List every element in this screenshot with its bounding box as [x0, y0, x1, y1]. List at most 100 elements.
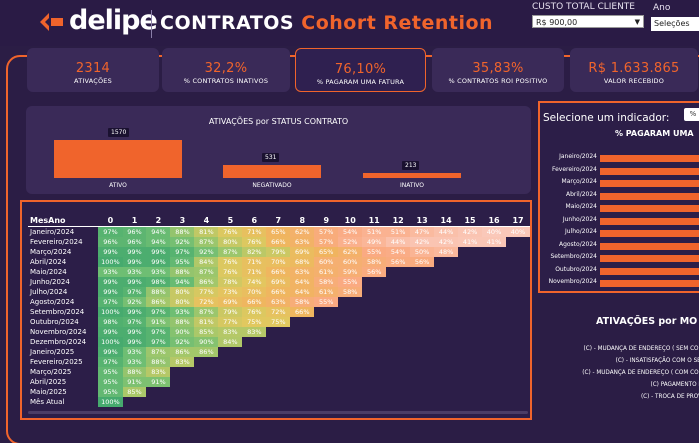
status-bar-inativo[interactable] [363, 173, 461, 178]
custo-filter-select[interactable]: R$ 900,00 ▼ [532, 15, 644, 28]
indicator-row-bar[interactable] [600, 230, 699, 237]
indicator-row-bar[interactable] [600, 180, 699, 187]
cohort-cell: 97% [170, 247, 195, 257]
cohort-cell: 40% [506, 226, 530, 237]
cohort-row-label: Julho/2024 [30, 288, 68, 296]
indicator-row-bar[interactable] [600, 267, 699, 275]
cohort-cell: 50% [410, 247, 435, 257]
cohort-row-label: Dezembro/2024 [30, 338, 87, 346]
cohort-cell: 92% [170, 337, 195, 347]
cohort-row-label: Novembro/2024 [30, 328, 87, 336]
cohort-header-month[interactable]: 7 [275, 215, 282, 225]
cohort-cell: 79% [266, 247, 291, 257]
cohort-cell [482, 397, 506, 407]
cohort-cell [410, 347, 434, 357]
cohort-cell [482, 287, 506, 297]
cohort-header-month[interactable]: 17 [512, 215, 524, 225]
cohort-cell [410, 377, 434, 387]
cohort-cell: 100% [98, 257, 123, 267]
cohort-cell: 55% [362, 247, 387, 257]
table-row: Novembro/2024 99% 99% 97% 90% 85% 83% 83% [28, 327, 530, 337]
cohort-header-month[interactable]: 12 [392, 215, 404, 225]
indicator-row-label: Janeiro/2024 [559, 153, 597, 160]
table-row: Julho/2024 99% 97% 88% 80% 77% 73% 70% 66% 64% 61%… [28, 287, 530, 297]
cohort-header-month[interactable]: 2 [155, 215, 162, 225]
cohort-cell [410, 287, 434, 297]
indicator-row-bar[interactable] [600, 167, 699, 175]
cohort-cell [386, 377, 410, 387]
cohort-cell: 69% [266, 277, 291, 287]
cohort-header-month[interactable]: 0 [107, 215, 114, 225]
cohort-cell [194, 367, 218, 377]
cohort-cell [314, 317, 338, 327]
horizontal-scrollbar[interactable] [28, 411, 528, 414]
indicator-row-label: Novembro/2024 [548, 278, 597, 285]
cohort-cell: 65% [266, 226, 291, 237]
cohort-cell: 76% [218, 267, 243, 277]
cohort-header-month[interactable]: 16 [488, 215, 500, 225]
status-bar-category-label: ATIVO [109, 182, 127, 189]
cohort-header-month[interactable]: 4 [203, 215, 210, 225]
cohort-cell: 73% [218, 287, 243, 297]
cohort-cell [482, 377, 506, 387]
indicator-row-bar[interactable] [600, 242, 699, 250]
cohort-cell [506, 287, 530, 297]
indicator-row-label: Junho/2024 [562, 215, 597, 223]
cohort-cell [194, 397, 218, 407]
cohort-cell [338, 347, 362, 357]
cohort-cell: 63% [266, 297, 291, 307]
indicator-row: Abril/2024 [540, 191, 699, 204]
indicator-row-bar[interactable] [600, 217, 699, 225]
cohort-row-label: Janeiro/2024 [30, 228, 75, 236]
cohort-header-month[interactable]: 15 [464, 215, 476, 225]
kpi-pagaram-fatura[interactable]: 76,10% % PAGARAM UMA FATURA [295, 48, 426, 92]
cohort-cell: 52% [338, 237, 363, 247]
cohort-header-mesano[interactable]: MesAno [30, 215, 66, 225]
cohort-header-month[interactable]: 14 [440, 215, 452, 225]
cohort-cell: 79% [218, 307, 243, 317]
cohort-header-month[interactable]: 9 [323, 215, 330, 225]
cohort-cell: 75% [242, 317, 267, 327]
cohort-cell: 90% [170, 327, 195, 337]
cohort-cell [386, 347, 410, 357]
cohort-cell [458, 317, 482, 327]
cohort-header-month[interactable]: 11 [368, 215, 380, 225]
kpi-value: 2314 [75, 61, 111, 76]
custo-filter-value: R$ 900,00 [536, 18, 578, 27]
cohort-row-label: Agosto/2024 [30, 298, 75, 306]
cohort-cell: 76% [242, 237, 267, 247]
cohort-cell [410, 307, 434, 317]
cohort-header-month[interactable]: 13 [416, 215, 428, 225]
indicator-row-bar[interactable] [600, 205, 699, 212]
cohort-header-month[interactable]: 3 [179, 215, 186, 225]
indicator-row-bar[interactable] [600, 155, 699, 162]
delipe-logo-icon [40, 13, 63, 31]
cohort-cell [290, 357, 314, 367]
activations-reason-title: ATIVAÇÕES por MO [596, 316, 698, 327]
cohort-header-month[interactable]: 8 [299, 215, 306, 225]
cohort-row-label: Mês Atual [30, 398, 65, 406]
indicator-row-bar[interactable] [600, 192, 699, 200]
cohort-cell [362, 367, 386, 377]
cohort-cell [338, 327, 362, 337]
cohort-header-month[interactable]: 10 [344, 215, 356, 225]
ano-selections-button[interactable]: Seleções [651, 17, 699, 31]
cohort-cell [146, 397, 170, 407]
cohort-cell: 96% [122, 226, 147, 237]
cohort-row-label: Fevereiro/2024 [30, 238, 83, 246]
status-bar-ativo[interactable] [54, 140, 182, 178]
cohort-header-month[interactable]: 6 [251, 215, 258, 225]
indicator-toggle-button[interactable]: % [684, 108, 699, 121]
cohort-header-month[interactable]: 5 [227, 215, 234, 225]
cohort-cell: 65% [314, 247, 339, 257]
status-bar-negativado[interactable] [223, 165, 321, 178]
cohort-cell: 58% [338, 287, 363, 297]
indicator-row-bar[interactable] [600, 255, 699, 262]
cohort-header-month[interactable]: 1 [131, 215, 138, 225]
cohort-cell: 72% [266, 307, 291, 317]
table-row: Maio/2024 93% 93% 93% 88% 87% 76% 71% 66% 63% 61% 5… [28, 267, 530, 277]
cohort-cell [362, 357, 386, 367]
cohort-cell [386, 387, 410, 397]
indicator-row-bar[interactable] [600, 280, 699, 287]
cohort-cell [242, 377, 266, 387]
